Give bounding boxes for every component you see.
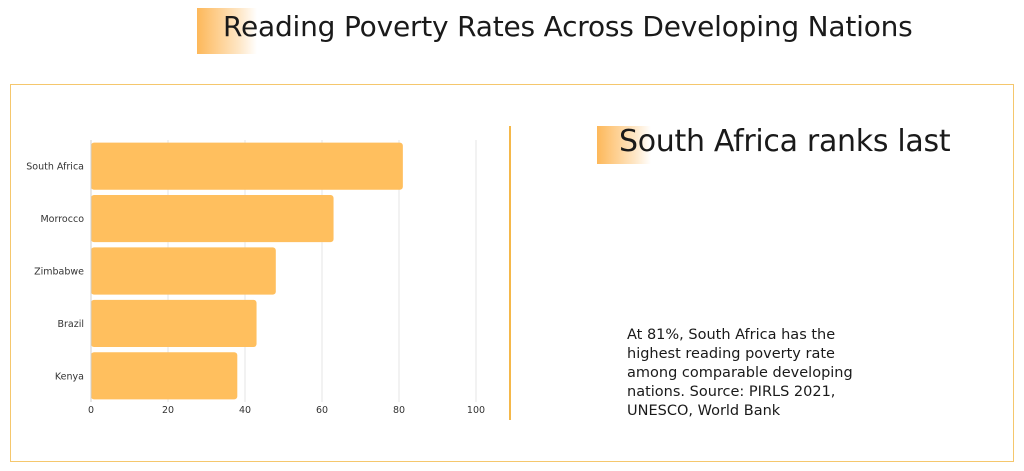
x-tick-label: 60 <box>316 405 328 416</box>
x-tick-label: 0 <box>88 405 94 416</box>
x-tick-label: 100 <box>467 405 485 416</box>
x-tick-label: 20 <box>162 405 174 416</box>
category-label: Morrocco <box>40 214 84 225</box>
panel-headline: South Africa ranks last <box>619 124 951 159</box>
x-tick-label: 40 <box>239 405 251 416</box>
bar-chart: South Africa Morrocco Zimbabwe Brazil Kenya 0… <box>26 140 485 416</box>
page-title: Reading Poverty Rates Across Developing … <box>223 10 913 43</box>
x-tick-label: 80 <box>393 405 405 416</box>
bar <box>91 142 403 190</box>
bar <box>91 247 276 295</box>
content-panel <box>10 84 1014 462</box>
headline-accent-bar <box>597 126 651 164</box>
bar <box>91 195 334 243</box>
category-label: Zimbabwe <box>34 267 84 278</box>
category-label: Kenya <box>55 371 84 382</box>
category-label: South Africa <box>26 162 84 173</box>
panel-divider <box>509 126 511 420</box>
category-label: Brazil <box>57 319 84 330</box>
panel-description: At 81%, South Africa has the highest rea… <box>627 327 853 419</box>
title-accent-bar <box>197 8 257 54</box>
bar <box>91 299 257 347</box>
bar <box>91 352 238 400</box>
